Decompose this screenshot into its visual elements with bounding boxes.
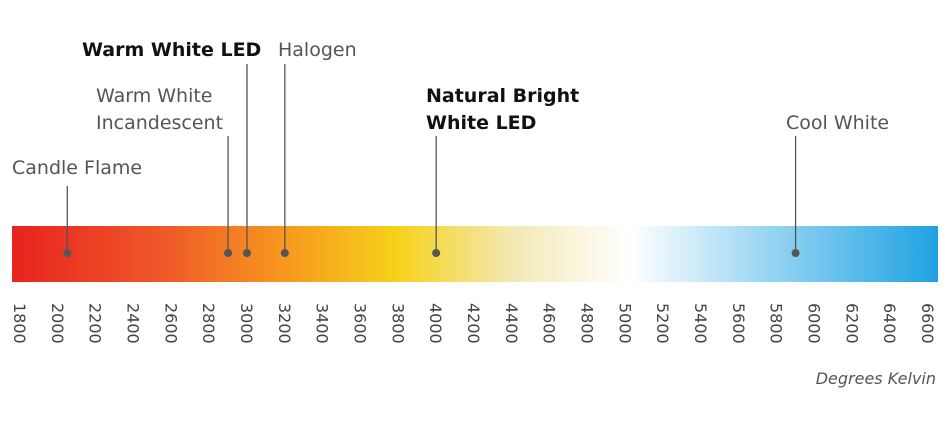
marker: Warm White Incandescent [96,85,233,257]
marker-label: White LED [426,112,536,134]
tick-label: 3200 [275,303,294,344]
tick-label: 2600 [161,303,180,344]
tick-label: 6000 [805,303,824,344]
marker: Natural Bright White LED [426,85,579,257]
tick-label: 4200 [464,303,483,344]
tick-label: 6200 [842,303,861,344]
tick-label: 2200 [86,303,105,344]
tick-label: 5800 [767,303,786,344]
tick-label: 2800 [199,303,218,344]
marker-label: Halogen [278,39,357,61]
tick-label: 5400 [691,303,710,344]
tick-label: 2000 [48,303,67,344]
marker-label: Incandescent [96,112,223,134]
marker-label: Natural Bright [426,85,579,107]
marker: Candle Flame [12,157,142,257]
tick-label: 5000 [615,303,634,344]
tick-label: 4800 [578,303,597,344]
tick-label: 3800 [388,303,407,344]
tick-label: 4600 [540,303,559,344]
marker: Halogen [278,39,357,257]
marker-dot [243,249,251,257]
marker-dot [224,249,233,257]
ticks-layer: 1800 2000 2200 2400 2600 2800 3000 3200 3400 3600… [10,303,937,344]
tick-label: 1800 [10,303,29,344]
marker-dot [791,249,800,257]
tick-label: 3000 [237,303,256,344]
tick-label: 4400 [502,303,521,344]
tick-label: 5200 [653,303,672,344]
marker-dot [63,249,72,257]
axis-title: Degrees Kelvin [816,369,936,388]
tick-label: 5600 [729,303,748,344]
tick-label: 6600 [918,303,937,344]
tick-label: 3400 [313,303,332,344]
marker: Cool White [786,112,889,257]
tick-label: 4000 [426,303,445,344]
marker-label: Warm White [96,85,213,107]
tick-label: 2400 [124,303,143,344]
spectrum-bar [12,226,938,282]
marker: Warm White LED [82,39,261,257]
marker-dot [280,249,289,257]
marker-label: Warm White LED [82,39,261,61]
tick-label: 6400 [880,303,899,344]
marker-label: Candle Flame [12,157,142,179]
marker-dot [432,249,441,257]
tick-label: 3600 [351,303,370,344]
marker-label: Cool White [786,112,889,134]
